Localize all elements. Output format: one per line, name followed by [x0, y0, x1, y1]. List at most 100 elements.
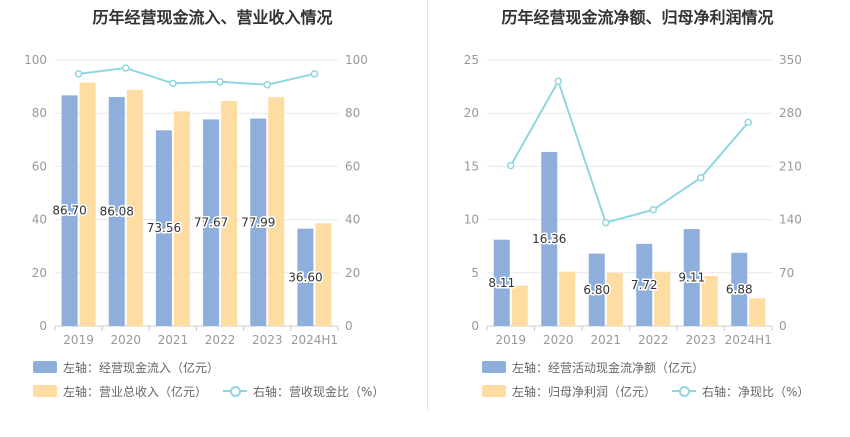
bar-net-cash	[683, 229, 700, 326]
y-tick-label-left: 10	[464, 213, 479, 227]
panel-divider	[427, 0, 428, 410]
bar-net-cash	[588, 253, 605, 326]
chart-panel-cash-inflow: 历年经营现金流入、营业收入情况 0 0 20 20 40 40 60 60 80 80 100 100…	[24, 8, 384, 400]
bar-net-profit	[749, 298, 766, 326]
y-tick-label-right: 280	[779, 106, 802, 120]
line-point	[649, 205, 657, 214]
legend-item-ratio[interactable]: 右轴：营收现金比（%）	[223, 383, 384, 400]
legend-label: 左轴：经营现金流入（亿元）	[63, 360, 220, 375]
data-label: 6.80	[583, 283, 610, 297]
data-label: 73.56	[147, 221, 181, 235]
legend-item-inflow[interactable]: 左轴：经营现金流入（亿元）	[33, 359, 219, 376]
line-point	[122, 64, 130, 72]
legend-item-net-profit[interactable]: 左轴：归母净利润（亿元）	[482, 383, 656, 400]
bar-net-cash	[731, 252, 748, 326]
data-label: 6.88	[726, 282, 753, 296]
legend-swatch-blue	[482, 361, 506, 373]
chart-title: 历年经营现金流入、营业收入情况	[92, 8, 333, 27]
y-tick-label-right: 60	[345, 159, 360, 173]
legend-swatch-line	[672, 384, 697, 398]
line-point	[263, 80, 271, 89]
data-label: 8.11	[488, 276, 515, 290]
legend-label: 右轴：营收现金比（%）	[253, 384, 385, 399]
bar-net-cash	[493, 239, 510, 326]
y-tick-label-left: 15	[464, 159, 479, 173]
bar-inflow	[108, 97, 125, 327]
y-tick-label-right: 100	[345, 53, 368, 67]
legend-swatch-orange	[482, 385, 506, 397]
legend-row: 左轴：归母净利润（亿元） 右轴：净现比（%）	[482, 383, 825, 399]
line-point	[602, 218, 610, 227]
y-tick-label-right: 0	[345, 319, 353, 333]
y-tick-label-right: 70	[779, 266, 794, 280]
legend-swatch-blue	[33, 361, 57, 373]
line-point	[697, 174, 705, 182]
y-tick-label-left: 20	[464, 106, 479, 120]
legend-swatch-line	[223, 384, 248, 398]
line-point	[554, 77, 562, 86]
y-tick-label-left: 40	[32, 213, 47, 227]
y-tick-label-right: 210	[779, 159, 802, 173]
y-tick-label-left: 60	[32, 159, 47, 173]
line-point	[310, 70, 319, 78]
series-line	[509, 78, 750, 224]
x-tick-label: 2022	[638, 333, 669, 347]
y-tick-label-right: 0	[779, 319, 787, 333]
legend-row: 左轴：经营现金流入（亿元）	[33, 359, 235, 375]
legend-label: 右轴：净现比（%）	[702, 384, 810, 399]
bar-revenue	[221, 100, 238, 327]
bar-net-profit	[511, 285, 528, 326]
series-line	[78, 66, 315, 86]
bar-inflow	[203, 119, 220, 326]
bar-revenue	[315, 223, 332, 326]
legend-item-net-cash-ratio[interactable]: 右轴：净现比（%）	[672, 383, 809, 400]
chart-panel-net-cash: 历年经营现金流净额、归母净利润情况 0 0 5 70 10 140 15 210 20 280 25…	[425, 0, 850, 437]
x-tick-label: 2023	[252, 333, 283, 347]
bar-revenue	[173, 111, 190, 326]
data-label: 36.60	[288, 270, 322, 284]
y-tick-label-left: 80	[32, 106, 47, 120]
legend-label: 左轴：归母净利润（亿元）	[512, 384, 657, 399]
legend-label: 左轴：营业总收入（亿元）	[63, 384, 208, 399]
legend-row: 左轴：经营活动现金流净额（亿元）	[482, 359, 720, 375]
line-point	[216, 78, 224, 86]
y-tick-label-right: 350	[779, 53, 802, 67]
line-point	[169, 79, 177, 88]
line-point	[744, 118, 752, 127]
x-tick-label: 2023	[685, 333, 716, 347]
legend-item-revenue[interactable]: 左轴：营业总收入（亿元）	[33, 383, 207, 400]
y-tick-label-right: 20	[345, 266, 360, 280]
x-tick-label: 2024H1	[291, 333, 338, 347]
y-tick-label-left: 0	[471, 319, 479, 333]
bar-net-cash	[636, 243, 653, 326]
data-label: 16.36	[532, 232, 566, 246]
x-tick-label: 2021	[158, 333, 189, 347]
line-point	[74, 70, 83, 78]
data-label: 9.11	[678, 271, 705, 285]
legend-item-net-cash[interactable]: 左轴：经营活动现金流净额（亿元）	[482, 359, 704, 376]
bar-revenue	[268, 97, 285, 327]
chart-plot-area: 0 0 5 70 10 140 15 210 20 280 25 350 2019 2020 2021 202…	[464, 53, 802, 347]
data-label: 7.72	[631, 278, 658, 292]
y-tick-label-left: 20	[32, 266, 47, 280]
bar-inflow	[250, 118, 267, 326]
y-tick-label-left: 25	[464, 53, 479, 67]
y-tick-label-left: 100	[24, 53, 47, 67]
x-tick-label: 2024H1	[725, 333, 772, 347]
data-label: 77.99	[241, 215, 275, 229]
bar-revenue	[79, 82, 96, 326]
y-tick-label-left: 5	[471, 266, 479, 280]
x-tick-label: 2019	[495, 333, 526, 347]
bar-net-profit	[606, 272, 623, 326]
x-tick-label: 2020	[110, 333, 141, 347]
bar-inflow	[61, 95, 78, 327]
bar-revenue	[126, 89, 143, 327]
legend-label: 左轴：经营活动现金流净额（亿元）	[512, 360, 705, 375]
x-tick-label: 2019	[63, 333, 94, 347]
y-tick-label-right: 140	[779, 213, 802, 227]
x-tick-label: 2022	[205, 333, 236, 347]
bar-net-profit	[654, 271, 671, 326]
bar-net-profit	[559, 271, 576, 326]
x-tick-label: 2020	[543, 333, 574, 347]
